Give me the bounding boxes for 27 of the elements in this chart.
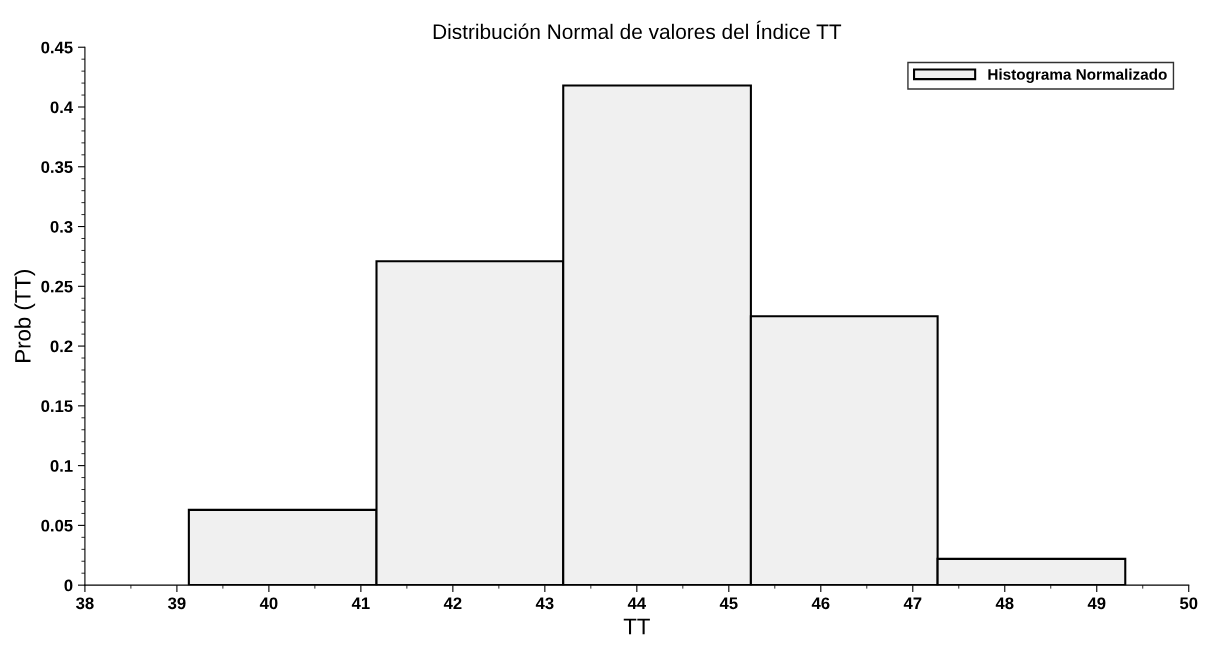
x-tick-label: 50 <box>1179 597 1198 610</box>
x-tick-label: 39 <box>168 597 186 610</box>
y-tick-label: 0.05 <box>41 519 73 532</box>
y-axis-title: Prob (TT) <box>14 270 36 362</box>
x-tick-label: 44 <box>627 597 647 610</box>
y-tick-label: 0.35 <box>41 161 73 173</box>
x-tick-label: 45 <box>719 597 738 610</box>
x-tick-label: 43 <box>535 597 554 610</box>
y-tick-label: 0.3 <box>50 220 73 233</box>
chart-title: Distribución Normal de valores del Índice TT <box>433 20 842 40</box>
legend-label: Histograma Normalizado <box>988 68 1167 83</box>
x-tick-label: 38 <box>76 597 94 610</box>
y-tick-label: 0.1 <box>50 460 73 472</box>
x-tick-label: 47 <box>903 597 922 610</box>
x-tick-label: 49 <box>1087 597 1106 610</box>
x-tick-label: 40 <box>259 597 278 610</box>
y-tick-label: 0.15 <box>41 400 73 413</box>
x-tick-label: 48 <box>995 597 1014 610</box>
y-tick-label: 0.45 <box>41 41 73 54</box>
y-tick-label: 0 <box>64 579 73 592</box>
x-tick-label: 41 <box>351 597 370 610</box>
y-tick-label: 0.25 <box>41 280 73 293</box>
y-tick-label: 0.2 <box>50 340 73 353</box>
x-tick-label: 42 <box>443 597 462 610</box>
x-tick-label: 46 <box>811 597 830 610</box>
x-axis-title: TT <box>623 618 650 635</box>
y-tick-label: 0.4 <box>50 101 74 114</box>
